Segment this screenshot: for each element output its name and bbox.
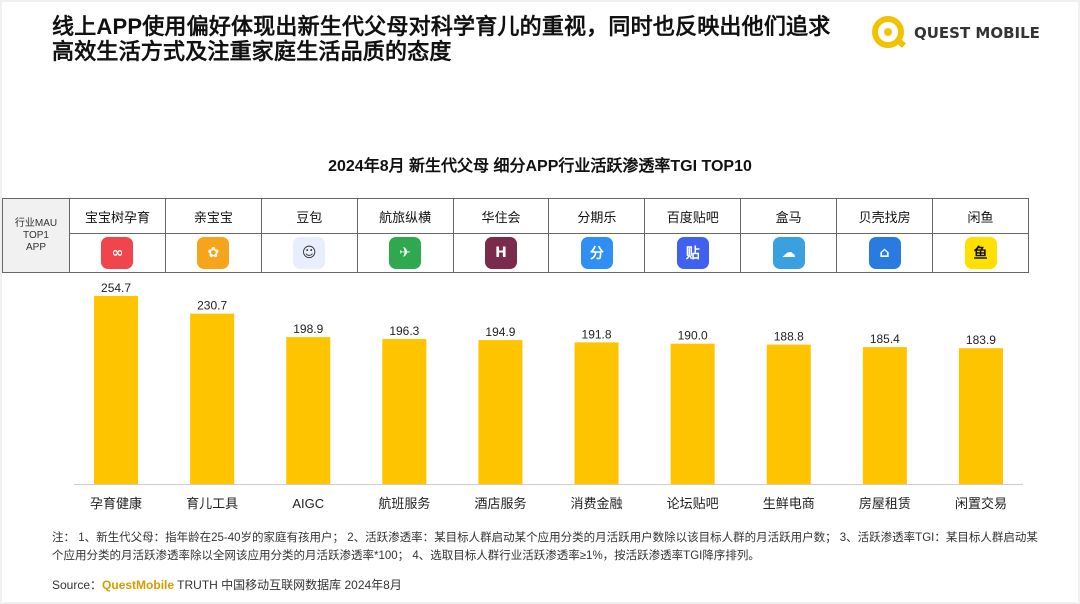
baobaoshu-app-icon: ∞ xyxy=(101,237,134,269)
brand-logo: QUEST MOBILE xyxy=(870,14,1040,50)
app-icon-cell: H xyxy=(452,233,550,273)
bar-2 xyxy=(190,313,235,484)
category-label-2: 育儿工具 xyxy=(186,496,238,511)
app-icon-cell: ✈ xyxy=(356,233,454,273)
category-label-5: 酒店服务 xyxy=(474,496,526,511)
source-brand: QuestMobile xyxy=(102,578,175,592)
data-label-8: 188.8 xyxy=(774,330,804,344)
brand-logo-text: QUEST MOBILE xyxy=(914,24,1040,42)
page-headline: 线上APP使用偏好体现出新生代父母对科学育儿的重视，同时也反映出他们追求高效生活… xyxy=(52,14,831,64)
bar-10 xyxy=(958,348,1003,484)
baidutieba-app-icon: 贴 xyxy=(676,237,709,269)
bar-4 xyxy=(382,339,427,484)
app-icon-cell: ☺ xyxy=(260,233,358,273)
app-icon-cell: ∞ xyxy=(69,233,166,273)
header-line-3: APP xyxy=(25,241,46,253)
bar-5 xyxy=(478,340,523,484)
data-label-6: 191.8 xyxy=(582,327,612,341)
data-label-1: 254.7 xyxy=(101,281,131,295)
huazhuhui-app-icon: H xyxy=(485,237,517,269)
qinbaobao-app-icon: ✿ xyxy=(197,237,230,269)
data-label-4: 196.3 xyxy=(389,324,419,338)
top-app-table: 行业MAU TOP1 APP 宝宝树孕育 亲宝宝 豆包 航旅纵横 华住会 分期乐… xyxy=(2,198,1029,273)
hanglvzongheng-app-icon: ✈ xyxy=(389,237,422,269)
data-label-9: 185.4 xyxy=(870,332,900,346)
data-label-3: 198.9 xyxy=(293,322,323,336)
app-name: 百度贴吧 xyxy=(644,198,742,234)
xianyu-app-icon: 鱼 xyxy=(964,237,997,269)
doubao-app-icon: ☺ xyxy=(293,237,326,269)
category-label-6: 消费金融 xyxy=(571,496,623,511)
header-line-1: 行业MAU xyxy=(14,217,58,229)
app-name: 闲鱼 xyxy=(932,198,1029,234)
category-label-10: 闲置交易 xyxy=(955,496,1007,511)
app-icon-cell: 分 xyxy=(548,233,646,273)
category-label-7: 论坛贴吧 xyxy=(667,496,719,511)
hema-app-icon: ☁ xyxy=(772,237,805,269)
bar-3 xyxy=(286,337,331,484)
app-icon-cell: 贴 xyxy=(644,233,742,273)
app-name: 贝壳找房 xyxy=(836,198,934,234)
beike-app-icon: ⌂ xyxy=(868,237,901,269)
data-label-5: 194.9 xyxy=(485,325,515,339)
fenqile-app-icon: 分 xyxy=(580,237,613,269)
table-header-cell: 行业MAU TOP1 APP xyxy=(2,198,70,273)
quest-mobile-logo-icon xyxy=(872,16,906,48)
app-icon-cell: ⌂ xyxy=(836,233,934,273)
bar-7 xyxy=(670,343,715,484)
tgi-bar-chart: 254.7 孕育健康 230.7 育儿工具 198.9 AIGC 196.3 航班服务 194.… xyxy=(74,281,1023,511)
data-label-2: 230.7 xyxy=(197,299,227,313)
app-name: 华住会 xyxy=(452,198,550,234)
app-icon-cell: ✿ xyxy=(164,233,262,273)
data-label-10: 183.9 xyxy=(966,333,996,347)
app-name: 宝宝树孕育 xyxy=(69,198,166,234)
category-label-8: 生鲜电商 xyxy=(763,496,815,511)
bar-6 xyxy=(574,342,619,484)
data-label-7: 190.0 xyxy=(678,329,708,343)
app-icon-cell: ☁ xyxy=(740,233,838,273)
header-line-2: TOP1 xyxy=(23,229,49,241)
footnote: 注： 1、新生代父母：指年龄在25-40岁的家庭有孩用户； 2、活跃渗透率：某目… xyxy=(52,532,1038,562)
app-name: 航旅纵横 xyxy=(356,198,454,234)
source-label: Source： xyxy=(52,578,103,592)
source-line: Source：QuestMobile TRUTH 中国移动互联网数据库 2024… xyxy=(52,576,402,593)
category-label-4: 航班服务 xyxy=(378,496,430,511)
bar-8 xyxy=(766,344,811,484)
app-icon-cell: 鱼 xyxy=(932,233,1029,273)
bar-1 xyxy=(94,295,139,484)
category-label-3: AIGC xyxy=(292,496,324,511)
app-name: 分期乐 xyxy=(548,198,646,234)
bar-9 xyxy=(862,347,907,484)
category-label-1: 孕育健康 xyxy=(90,496,142,511)
chart-title: 2024年8月 新生代父母 细分APP行业活跃渗透率TGI TOP10 xyxy=(328,158,752,175)
source-detail: TRUTH 中国移动互联网数据库 2024年8月 xyxy=(174,578,402,592)
app-name: 豆包 xyxy=(260,198,358,234)
app-name: 亲宝宝 xyxy=(164,198,262,234)
app-name: 盒马 xyxy=(740,198,838,234)
category-label-9: 房屋租赁 xyxy=(859,496,911,511)
